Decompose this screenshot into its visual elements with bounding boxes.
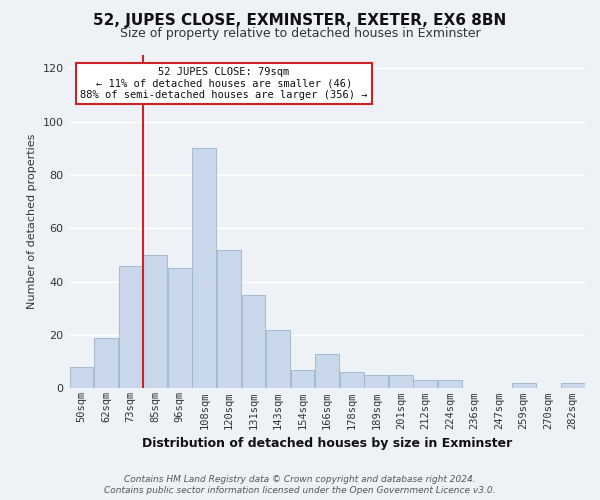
Bar: [364, 375, 388, 388]
Bar: [389, 375, 413, 388]
Bar: [70, 367, 94, 388]
Bar: [168, 268, 191, 388]
Bar: [94, 338, 118, 388]
Text: Contains HM Land Registry data © Crown copyright and database right 2024.: Contains HM Land Registry data © Crown c…: [124, 475, 476, 484]
Bar: [143, 255, 167, 388]
Bar: [242, 295, 265, 388]
Bar: [290, 370, 314, 388]
Text: 52 JUPES CLOSE: 79sqm
← 11% of detached houses are smaller (46)
88% of semi-deta: 52 JUPES CLOSE: 79sqm ← 11% of detached …: [80, 66, 368, 100]
Bar: [340, 372, 364, 388]
Bar: [193, 148, 216, 388]
Bar: [315, 354, 339, 388]
X-axis label: Distribution of detached houses by size in Exminster: Distribution of detached houses by size …: [142, 437, 512, 450]
Text: Size of property relative to detached houses in Exminster: Size of property relative to detached ho…: [119, 28, 481, 40]
Bar: [512, 383, 536, 388]
Y-axis label: Number of detached properties: Number of detached properties: [27, 134, 37, 310]
Text: Contains public sector information licensed under the Open Government Licence v3: Contains public sector information licen…: [104, 486, 496, 495]
Text: 52, JUPES CLOSE, EXMINSTER, EXETER, EX6 8BN: 52, JUPES CLOSE, EXMINSTER, EXETER, EX6 …: [94, 12, 506, 28]
Bar: [561, 383, 584, 388]
Bar: [217, 250, 241, 388]
Bar: [119, 266, 143, 388]
Bar: [413, 380, 437, 388]
Bar: [266, 330, 290, 388]
Bar: [438, 380, 462, 388]
